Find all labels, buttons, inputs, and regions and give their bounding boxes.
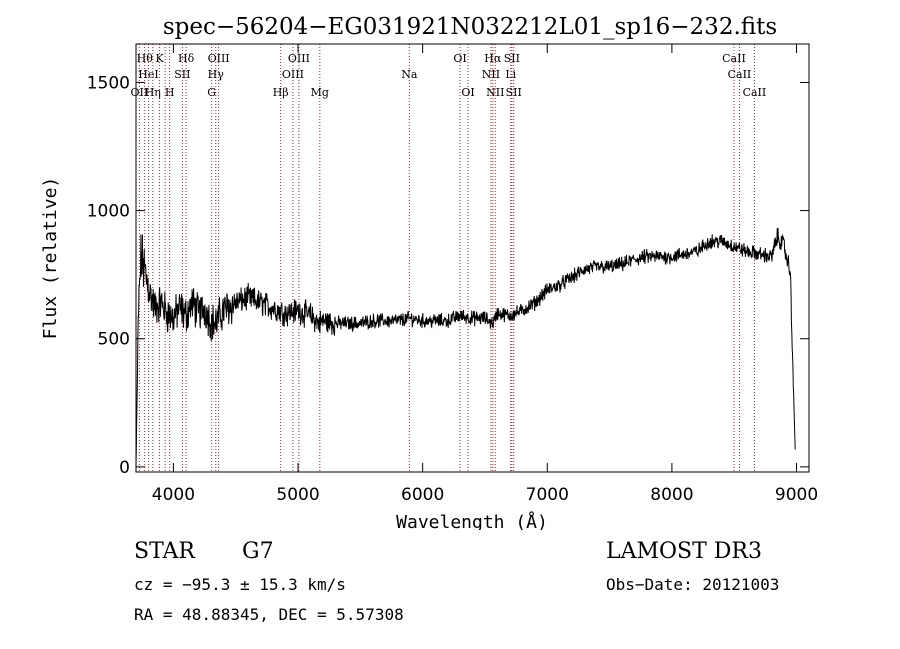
spectral-line-label: CaII	[728, 68, 752, 81]
spectral-line-label: OIII	[288, 52, 310, 65]
spectral-line-label: Hδ	[178, 52, 195, 65]
survey-name: LAMOST DR3	[606, 539, 762, 564]
x-tick-label: 7000	[526, 485, 569, 505]
spectrum-chart: spec−56204−EG031921N032212L01_sp16−232.f…	[40, 14, 818, 530]
x-tick-label: 5000	[276, 485, 319, 505]
spectral-line-label: SII	[174, 68, 190, 81]
spectral-line-label: SII	[506, 86, 522, 99]
spectral-line-label: Hθ	[137, 52, 154, 65]
spectral-line-label: OII	[131, 86, 149, 99]
spectral-line-label: Li	[505, 68, 516, 81]
spectral-line-label: Hβ	[273, 86, 289, 99]
spectral-line-label: NII	[486, 86, 504, 99]
spectral-line-label: HeI	[138, 68, 158, 81]
spectral-line-label: CaII	[722, 52, 746, 65]
y-tick-label: 1500	[87, 73, 130, 93]
x-axis: 4000 5000 6000 7000 8000 9000	[152, 44, 818, 505]
spectral-line-label: NII	[482, 68, 500, 81]
x-tick-label: 8000	[650, 485, 693, 505]
spectral-line-markers	[138, 44, 755, 472]
observation-date: Obs−Date: 20121003	[606, 575, 780, 594]
spectral-line-label: OI	[453, 52, 466, 65]
spectral-line-label: CaII	[743, 86, 767, 99]
x-tick-label: 9000	[775, 485, 818, 505]
y-axis-label: Flux (relative)	[40, 177, 61, 340]
spectral-line-label: OIII	[208, 52, 230, 65]
redshift-velocity: cz = −95.3 ± 15.3 km/s	[134, 575, 346, 594]
spectral-line-label: H	[165, 86, 175, 99]
chart-title: spec−56204−EG031921N032212L01_sp16−232.f…	[163, 14, 777, 40]
x-tick-label: 4000	[152, 485, 195, 505]
spectral-line-label: G	[207, 86, 216, 99]
y-axis: 0 500 1000 1500	[87, 73, 809, 478]
object-class: STAR	[134, 539, 195, 564]
spectral-line-label: OI	[461, 86, 474, 99]
spectral-line-label: OIII	[282, 68, 304, 81]
spectral-line-labels: OII Hθ HeI Hη K H SII Hδ G Hγ OIII Hβ OIII OIII Mg Na OI…	[131, 52, 767, 99]
flux-series-line	[135, 227, 796, 467]
plot-frame	[135, 43, 810, 473]
spectral-line-label: SII	[504, 52, 520, 65]
x-tick-label: 6000	[401, 485, 444, 505]
y-tick-label: 500	[98, 330, 130, 350]
y-tick-label: 1000	[87, 202, 130, 222]
sky-coordinates: RA = 48.88345, DEC = 5.57308	[134, 605, 404, 624]
spectral-line-label: Hα	[484, 52, 502, 65]
object-subclass: G7	[242, 539, 274, 564]
x-axis-label: Wavelength (Å)	[396, 511, 548, 530]
spectral-line-label: Mg	[311, 86, 329, 99]
spectral-line-label: Hη	[145, 86, 161, 99]
y-tick-label: 0	[119, 458, 130, 478]
spectral-line-label: Na	[401, 68, 418, 81]
spectral-line-label: K	[155, 52, 164, 65]
spectral-line-label: Hγ	[208, 68, 225, 81]
